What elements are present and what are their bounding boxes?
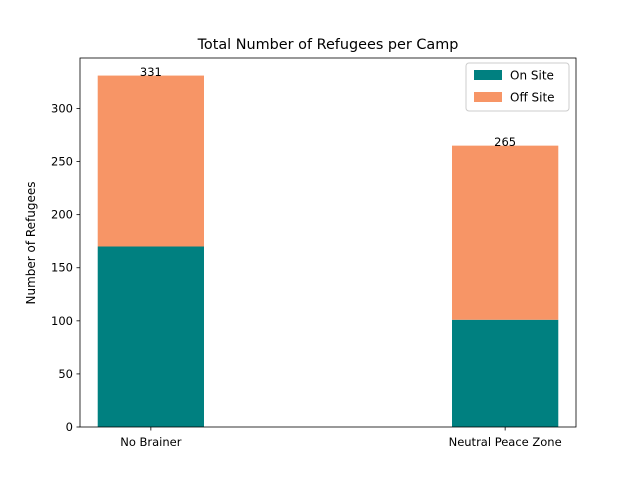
x-tick-label: Neutral Peace Zone <box>449 435 562 449</box>
y-tick-label: 250 <box>51 155 73 169</box>
legend-swatch <box>474 70 502 80</box>
total-labels: 331 265 <box>140 65 516 149</box>
plot-area <box>79 57 577 428</box>
legend-swatch <box>474 92 502 102</box>
y-tick-label: 300 <box>51 101 73 115</box>
legend-label: Off Site <box>510 91 555 105</box>
bar-off-site-1 <box>452 145 559 320</box>
bar-on-site-1 <box>452 319 559 427</box>
plot-frame <box>79 57 577 428</box>
total-label: 331 <box>140 65 162 79</box>
y-tick-label: 0 <box>66 420 73 434</box>
bar-off-site-0 <box>97 75 204 247</box>
y-tick-label: 200 <box>51 208 73 222</box>
y-tick-label: 100 <box>51 314 73 328</box>
chart-title: Total Number of Refugees per Camp <box>197 37 459 53</box>
y-tick-label: 150 <box>51 261 73 275</box>
y-tick-label: 50 <box>58 367 73 381</box>
y-axis: 0 50 100 150 200 250 300 <box>51 101 80 434</box>
x-axis: No Brainer Neutral Peace Zone <box>120 427 562 449</box>
bar-on-site-0 <box>97 246 204 427</box>
y-axis-label: Number of Refugees <box>24 181 38 304</box>
legend-label: On Site <box>510 69 554 83</box>
x-tick-label: No Brainer <box>120 435 182 449</box>
total-label: 265 <box>494 135 516 149</box>
legend: On Site Off Site <box>465 62 570 112</box>
